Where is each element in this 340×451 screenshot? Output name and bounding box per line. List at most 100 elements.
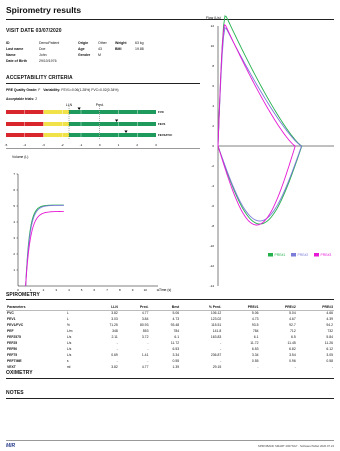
spirometry-table: Parameters LLN Pred. Best% Pred. PRE#1 PRE#2 P… [6, 304, 334, 370]
name-value: John [39, 53, 47, 57]
table-cell: - [147, 359, 149, 363]
table-cell: ml [66, 365, 71, 369]
table-cell: 3.72 [141, 335, 149, 339]
vt-series-line [25, 211, 64, 287]
fv-y-tick-label: 2 [212, 124, 214, 128]
table-header-cell: Pred. [118, 304, 150, 311]
zscore-lln-label: LLN [66, 103, 73, 107]
zscore-tick-label: -1 [80, 143, 83, 147]
zscore-tick-label: 1 [118, 143, 120, 147]
table-cell: - [257, 365, 259, 369]
table-header-cell [65, 304, 89, 311]
table-header-cell: PRE#1 [222, 304, 260, 311]
table-cell: 6.12 [326, 347, 333, 351]
table-cell: - [116, 359, 118, 363]
table-header-cell: LLN [88, 304, 119, 311]
table-row: FEF75 L/s 0.69 1.41 3.34 236.87 3.34 3.54 3.05 [6, 352, 334, 358]
table-cell: 4.77 [141, 365, 149, 369]
gender-label: Gender [78, 53, 91, 57]
fv-series-loop [217, 15, 303, 225]
table-row: PEF L/m 348 553 784 141.8 784 712 732 [6, 328, 334, 334]
fv-legend-swatch [314, 253, 319, 257]
variability-label: Variability: [43, 88, 61, 92]
table-cell: 1.39 [172, 365, 180, 369]
fv-y-tick-label: 6 [212, 84, 214, 88]
zscore-marker [124, 130, 128, 133]
fv-y-tick-label: 0 [212, 144, 214, 148]
table-cell: 4.39 [326, 317, 333, 321]
age-label: Age [78, 47, 85, 51]
weight-label: Weight [115, 41, 127, 45]
table-cell: 0.96 [289, 359, 296, 363]
zscore-row-label: FVC [158, 110, 165, 114]
table-cell: 3.05 [326, 353, 333, 357]
vt-x-tick-label: 0 [17, 288, 19, 292]
table-cell: FEF50 [7, 347, 18, 351]
fv-y-tick-label: 12 [211, 24, 215, 28]
table-cell: 6.5 [291, 335, 296, 339]
zscore-tick-label: 2 [136, 143, 138, 147]
table-cell: - [147, 347, 149, 351]
table-cell: - [220, 359, 222, 363]
bmi-value: 19.88 [135, 47, 144, 51]
vt-x-tick-label: 3 [55, 288, 57, 292]
vt-series-line [25, 204, 64, 287]
visit-heading: VISIT DATE 03/07/2020 [6, 28, 62, 34]
footer-device-info: SPIROBANK SMART 2007NG7 · Software/Table… [257, 444, 334, 448]
table-cell: 29.15 [212, 365, 222, 369]
origin-label: Origin [78, 41, 89, 45]
flow-volume-chart: Flow (L/s)121086420-2-4-6-8-10-12-140123… [206, 15, 334, 288]
table-cell: 784 [252, 329, 259, 333]
bmi-label: BMI [115, 47, 122, 51]
zscore-marker [115, 119, 119, 122]
table-cell: 553 [142, 329, 149, 333]
table-row: PEFTIME s - - 0.55 - 0.55 0.96 0.58 [6, 358, 334, 364]
table-cell: 0.55 [251, 359, 259, 363]
pre-quality-label: PRE Quality Grade: [6, 88, 38, 92]
table-cell: 11.72 [170, 341, 180, 345]
table-cell: VEXT [7, 365, 16, 369]
table-cell: L/s [66, 341, 72, 345]
vt-x-tick-label: 1 [30, 288, 32, 292]
table-cell: 5.84 [326, 335, 333, 339]
fv-legend-label: PRE#1 [275, 253, 286, 257]
table-cell: 93.5 [251, 323, 259, 327]
vt-x-tick-label: 10 [144, 288, 148, 292]
table-cell: L/s [66, 347, 72, 351]
vt-x-tick-label: 11 [156, 288, 159, 292]
table-cell: 3.82 [111, 365, 118, 369]
table-cell: 11.26 [324, 341, 333, 345]
vt-y-axis-label: Volume (L) [12, 155, 28, 159]
fv-y-tick-label: -4 [211, 184, 214, 188]
table-cell: FEV1/FVC [7, 323, 24, 327]
spirometry-heading: SPIROMETRY [6, 292, 40, 298]
table-cell: 2.11 [111, 335, 118, 339]
table-cell: - [116, 341, 118, 345]
table-cell: 3.84 [141, 317, 149, 321]
table-cell: FEF25 [7, 341, 18, 345]
table-row: FEV1 L 3.03 3.84 4.73 123.02 4.73 4.67 4.39 [6, 316, 334, 322]
table-cell: 4.66 [326, 311, 333, 316]
table-cell: 732 [327, 329, 333, 333]
table-cell: - [147, 341, 149, 345]
vt-y-tick-label: 2 [13, 252, 15, 256]
table-cell: 71.25 [109, 323, 118, 327]
notes-heading: NOTES [6, 390, 24, 396]
zscore-pred-label: Pred. [96, 103, 104, 107]
table-cell: 93.48 [170, 323, 180, 327]
zscore-tick-label: -5 [5, 143, 8, 147]
table-row: FVC L 3.82 4.77 5.06 106.12 5.06 5.04 4.66 [6, 310, 334, 316]
vt-y-tick-label: 7 [13, 172, 15, 176]
id-label: ID [6, 41, 10, 45]
table-cell: L [66, 317, 69, 321]
table-cell: - [220, 347, 222, 351]
table-cell: L [66, 311, 69, 316]
table-cell: 92.7 [289, 323, 296, 327]
table-cell: 123.02 [210, 317, 222, 321]
gender-value: M [98, 53, 101, 57]
weight-value: 63 kg [135, 41, 144, 45]
fv-legend-swatch [268, 253, 273, 257]
oximetry-heading: OXIMETRY [6, 370, 33, 376]
vt-x-axis-label: Time (s) [159, 288, 171, 292]
zscore-marker [77, 107, 81, 110]
